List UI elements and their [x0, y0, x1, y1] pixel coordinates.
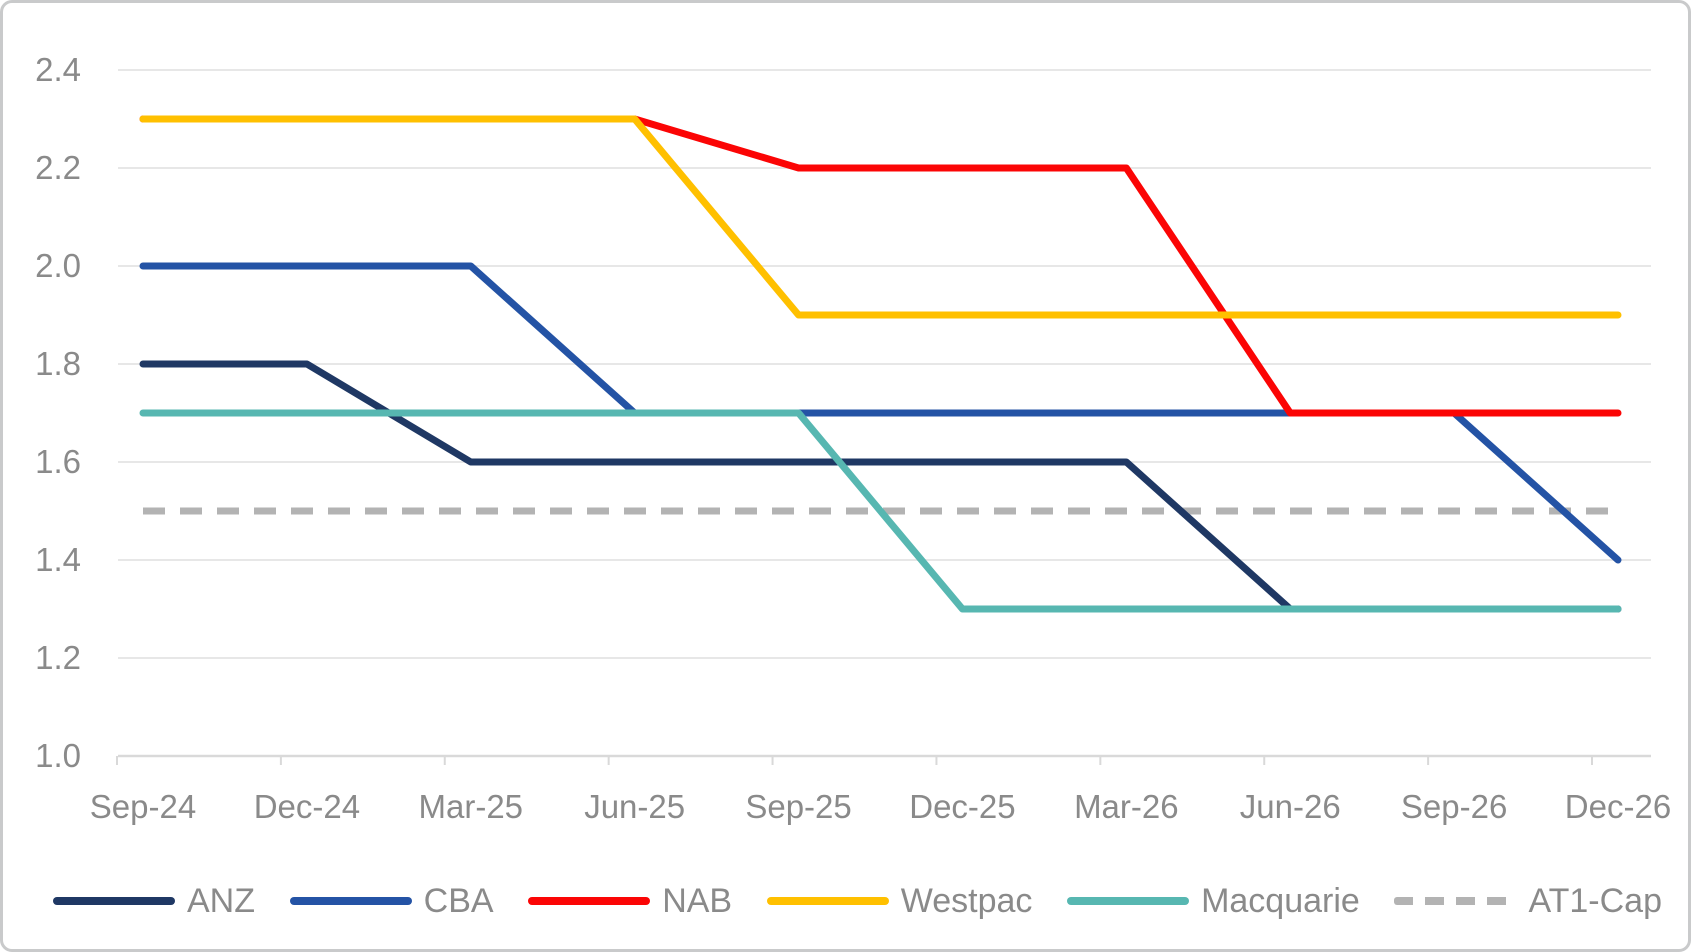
x-axis-label-Mar-25: Mar-25	[419, 788, 524, 825]
series-line-westpac	[139, 115, 1622, 319]
x-axis-label-Jun-25: Jun-25	[584, 788, 685, 825]
y-axis-label-2.4: 2.4	[35, 51, 81, 88]
legend-item-nab: NAB	[528, 884, 732, 918]
legend-item-westpac: Westpac	[766, 882, 1033, 920]
legend-label-anz: ANZ	[187, 882, 255, 920]
y-axis-label-2.2: 2.2	[35, 149, 81, 186]
legend-label-at1-cap: AT1-Cap	[1528, 882, 1662, 920]
series-line-macquarie	[139, 409, 1622, 613]
legend-swatch-anz	[53, 897, 175, 905]
x-axis-label-Mar-26: Mar-26	[1074, 788, 1179, 825]
legend-item-cba: CBA	[289, 882, 494, 920]
x-axis-label-Jun-26: Jun-26	[1240, 788, 1341, 825]
line-chart-plot-area: 1.0 1.2 1.4 1.6 1.8 2.0 2.2 2.4 Sep-24 Dec-24 Mar-…	[35, 51, 1671, 825]
legend-item-anz: ANZ	[53, 884, 255, 918]
legend-swatch-westpac	[766, 897, 889, 905]
legend-label-macquarie: Macquarie	[1201, 882, 1360, 920]
legend-swatch-at1-cap	[1394, 897, 1517, 905]
legend-item-macquarie: Macquarie	[1067, 884, 1360, 918]
legend-item-at1-cap: AT1-Cap	[1394, 884, 1662, 918]
x-axis-label-Sep-24: Sep-24	[90, 788, 196, 825]
y-axis-label-1.2: 1.2	[35, 639, 81, 676]
y-axis-label-1.4: 1.4	[35, 541, 81, 578]
x-axis-label-Sep-26: Sep-26	[1401, 788, 1507, 825]
legend-label-cba: CBA	[423, 882, 494, 920]
legend-swatch-cba	[289, 897, 412, 905]
y-axis-label-1.8: 1.8	[35, 345, 81, 382]
legend-swatch-macquarie	[1067, 897, 1190, 905]
y-axis-label-2.0: 2.0	[35, 247, 81, 284]
x-axis-label-Dec-24: Dec-24	[254, 788, 360, 825]
legend-swatch-nab	[528, 897, 651, 905]
y-axis-label-1.0: 1.0	[35, 737, 81, 774]
y-axis-label-1.6: 1.6	[35, 443, 81, 480]
x-axis-label-Sep-25: Sep-25	[745, 788, 851, 825]
legend-label-westpac: Westpac	[900, 882, 1033, 920]
legend-label-nab: NAB	[662, 882, 733, 920]
chart-legend: ANZ CBA NAB Westpac Macquarie AT1-Cap	[53, 875, 1662, 927]
x-axis-label-Dec-25: Dec-25	[909, 788, 1015, 825]
x-axis-label-Dec-26: Dec-26	[1565, 788, 1671, 825]
series-line-anz	[139, 360, 1622, 613]
